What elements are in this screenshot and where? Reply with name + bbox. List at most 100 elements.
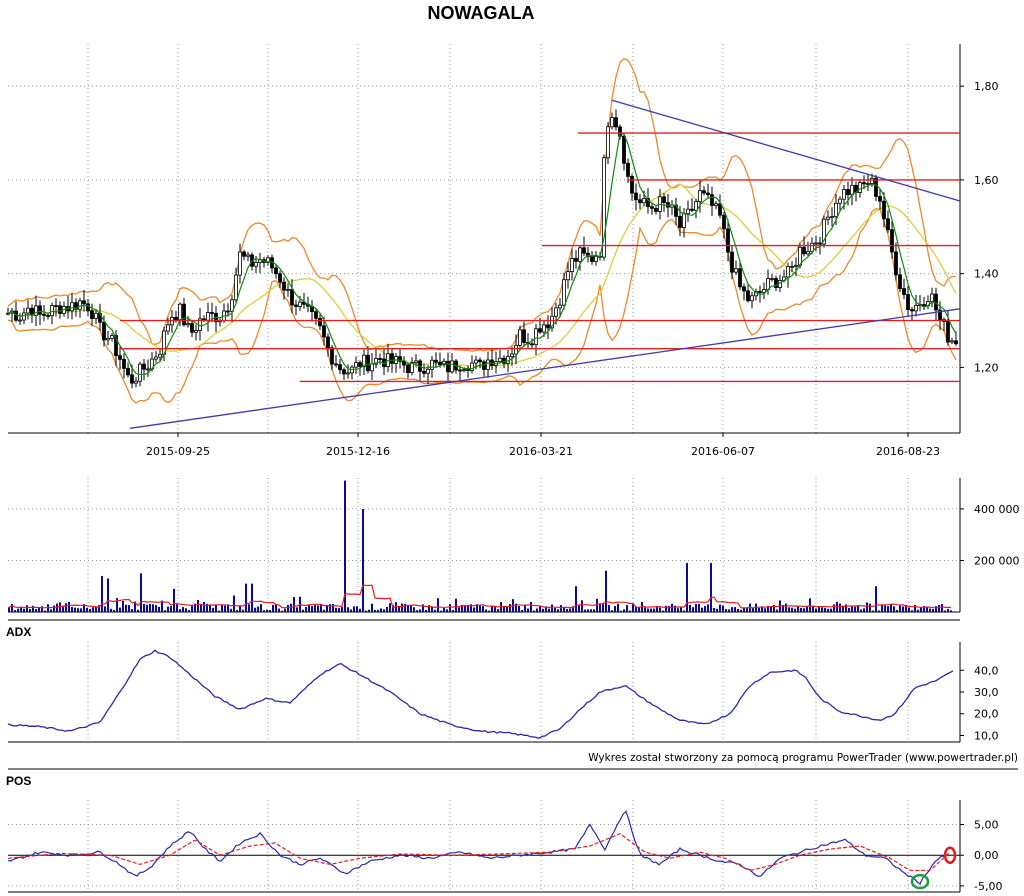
candle-body	[818, 242, 822, 245]
candle-body	[846, 189, 850, 196]
candle-body	[26, 307, 30, 314]
candle-body	[750, 295, 754, 302]
candle-body	[338, 364, 342, 371]
candle-body	[238, 251, 242, 276]
candle-body	[158, 353, 162, 358]
candle-body	[234, 274, 238, 301]
candle-body	[254, 262, 258, 267]
candle-body	[206, 312, 210, 321]
candle-body	[126, 368, 130, 376]
candle-body	[790, 265, 794, 268]
adx-label: ADX	[6, 625, 31, 639]
candle-body	[538, 328, 542, 333]
candle-body	[690, 208, 694, 211]
price-x-tick-label: 2016-06-07	[691, 445, 755, 458]
candle-body	[502, 357, 506, 364]
candle-body	[450, 360, 454, 373]
pos-signal-line	[7, 810, 945, 885]
candle-body	[614, 117, 618, 128]
candle-body	[622, 135, 626, 164]
sell-signal-marker	[943, 846, 957, 864]
candle-body	[142, 363, 146, 370]
candle-body	[146, 368, 150, 371]
candle-body	[194, 330, 198, 333]
candle-body	[134, 380, 138, 384]
candle-body	[122, 358, 126, 369]
volume-y-ticks: 400 000 200 000	[960, 503, 1020, 567]
candle-body	[406, 364, 410, 373]
candle-body	[318, 317, 322, 327]
candle-body	[786, 266, 790, 278]
candle-body	[182, 303, 186, 326]
price-x-tick-label: 2015-12-16	[326, 445, 390, 458]
candle-body	[330, 347, 334, 365]
pos-average-line	[7, 833, 951, 872]
candle-body	[562, 279, 566, 306]
lower-band-line	[7, 208, 957, 404]
candle-body	[510, 353, 514, 358]
candle-body	[294, 304, 298, 307]
candle-body	[94, 312, 98, 319]
candle-body	[746, 290, 750, 302]
candle-body	[378, 358, 382, 360]
candle-body	[922, 304, 926, 307]
candle-body	[770, 278, 774, 280]
candle-body	[410, 362, 414, 373]
candle-body	[590, 255, 594, 262]
candle-body	[698, 190, 702, 202]
candle-body	[74, 302, 78, 310]
candle-body	[718, 203, 722, 216]
adx-marks	[7, 649, 954, 740]
candle-body	[70, 302, 74, 312]
candle-body	[886, 218, 890, 231]
candle-body	[130, 374, 134, 384]
upper-band-line	[7, 58, 956, 352]
short-average-line	[7, 132, 957, 376]
candle-body	[466, 369, 470, 371]
candle-body	[606, 126, 610, 159]
candle-body	[890, 229, 894, 253]
candle-body	[82, 300, 86, 305]
candle-body	[870, 177, 874, 184]
candle-body	[42, 313, 46, 316]
candle-body	[550, 315, 554, 329]
candle-body	[314, 311, 318, 319]
candle-body	[838, 198, 842, 204]
candle-body	[398, 356, 402, 362]
price-x-tick-label: 2016-03-21	[509, 445, 573, 458]
chart-title: NOWAGALA	[428, 3, 535, 23]
candle-body	[230, 299, 234, 312]
candle-body	[486, 359, 490, 370]
adx-panel: 40,0 30,0 20,0 10,0	[7, 642, 999, 743]
candle-body	[342, 369, 346, 375]
candle-body	[482, 361, 486, 370]
candle-body	[470, 362, 474, 371]
candle-body	[914, 304, 918, 312]
candle-body	[814, 242, 818, 245]
candle-body	[402, 360, 406, 366]
pos-y-ticks: 5,00 0,00 -5,00	[960, 819, 1002, 893]
candle-body	[518, 329, 522, 346]
price-x-tick-label: 2015-09-25	[146, 445, 210, 458]
candle-body	[50, 305, 54, 317]
candle-body	[430, 359, 434, 370]
candle-body	[390, 353, 394, 364]
adx-grid	[87, 642, 909, 742]
candle-body	[534, 328, 538, 346]
candle-body	[902, 288, 906, 295]
candle-body	[930, 293, 934, 302]
candle-body	[358, 362, 362, 367]
price-panel: 1,801,601,401,20 2015-09-25 2015-12-16 201…	[6, 44, 999, 458]
candle-body	[118, 355, 122, 360]
candle-body	[630, 175, 634, 194]
candle-body	[834, 202, 838, 217]
candle-body	[166, 324, 170, 332]
candle-body	[438, 361, 442, 366]
candle-body	[634, 192, 638, 201]
adx-y-ticks: 40,0 30,0 20,0 10,0	[960, 664, 999, 742]
candle-body	[178, 303, 182, 321]
candle-body	[54, 305, 58, 307]
candle-body	[190, 323, 194, 333]
candle-body	[282, 281, 286, 291]
